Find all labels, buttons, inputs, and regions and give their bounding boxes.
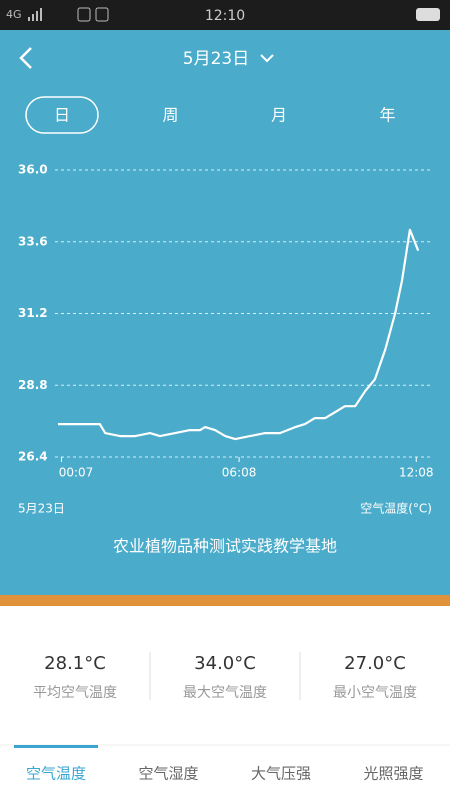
- sensor-tab[interactable]: 光照强度: [363, 765, 423, 783]
- y-tick-label: 26.4: [18, 450, 48, 464]
- stat-value: 34.0°C: [194, 653, 256, 674]
- date-label: 5月23日: [18, 502, 65, 516]
- chart-title: 农业植物品种测试实践教学基地: [113, 537, 337, 556]
- status-bar: [0, 0, 450, 30]
- notification-icon: [95, 7, 109, 22]
- stat-value: 28.1°C: [44, 653, 106, 674]
- period-tab[interactable]: 月: [271, 106, 287, 125]
- y-tick-label: 33.6: [18, 234, 48, 248]
- sensor-tab[interactable]: 空气温度: [26, 765, 86, 783]
- signal-icon: [28, 8, 42, 21]
- back-button[interactable]: [19, 47, 32, 69]
- tab-indicator: [14, 745, 98, 748]
- y-axis-label: 空气温度(°C): [360, 501, 432, 516]
- period-tab[interactable]: 日: [54, 106, 70, 125]
- notification-icon: [77, 7, 91, 22]
- stat-label: 平均空气温度: [33, 685, 117, 701]
- period-tab[interactable]: 周: [162, 106, 178, 125]
- stat-value: 27.0°C: [344, 653, 406, 674]
- y-tick-label: 31.2: [18, 306, 48, 320]
- sensor-tab[interactable]: 大气压强: [251, 765, 311, 783]
- dropdown-icon[interactable]: [260, 54, 274, 63]
- date-picker[interactable]: 5月23日: [183, 49, 249, 69]
- x-tick-label: 00:07: [59, 466, 94, 480]
- clock: 12:10: [205, 8, 245, 24]
- network: 4G: [6, 8, 22, 21]
- period-tab[interactable]: 年: [379, 106, 395, 125]
- x-tick-label: 12:08: [399, 466, 434, 480]
- y-tick-label: 36.0: [18, 163, 48, 177]
- chart-panel: [0, 30, 450, 595]
- divider: [0, 595, 450, 606]
- x-tick-label: 06:08: [222, 466, 257, 480]
- selected-tab-outline: [25, 96, 99, 134]
- stats-panel: [0, 606, 450, 800]
- stat-label: 最小空气温度: [333, 685, 417, 701]
- battery-icon: [416, 8, 440, 21]
- temperature-line: [58, 228, 420, 441]
- y-tick-label: 28.8: [18, 378, 48, 392]
- sensor-tab[interactable]: 空气湿度: [138, 765, 198, 783]
- stat-label: 最大空气温度: [183, 685, 267, 701]
